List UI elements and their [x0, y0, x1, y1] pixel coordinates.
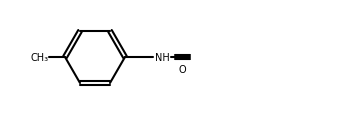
Text: NH: NH — [155, 53, 170, 62]
Text: O: O — [178, 64, 186, 74]
Text: CH₃: CH₃ — [31, 53, 49, 62]
